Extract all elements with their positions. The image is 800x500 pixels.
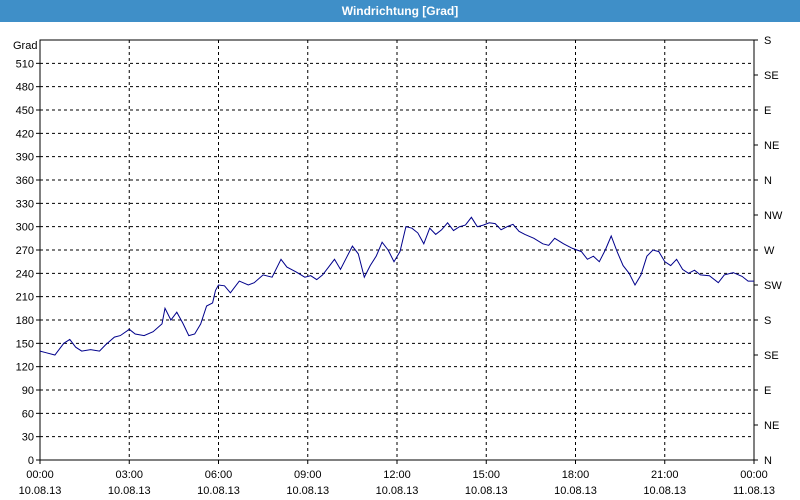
x-tick-date: 10.08.13 — [286, 485, 329, 497]
y-tick-label: 90 — [22, 385, 34, 397]
y-tick-label: 0 — [28, 455, 34, 467]
y-tick-label: 300 — [16, 222, 34, 234]
right-tick-label: N — [764, 455, 772, 467]
x-axis: 00:00 10.08.13 03:00 10.08.13 06:00 10.08.13 0… — [19, 460, 775, 497]
x-tick-date: 10.08.13 — [197, 485, 240, 497]
y-tick-label: 30 — [22, 432, 34, 444]
right-tick-label: NE — [764, 140, 779, 152]
x-tick-time: 06:00 — [205, 469, 233, 481]
y-tick-label: 360 — [16, 175, 34, 187]
y-tick-label: 480 — [16, 82, 34, 94]
right-tick-label: SE — [764, 350, 779, 362]
right-tick-label: W — [764, 245, 775, 257]
y-tick-label: 60 — [22, 408, 34, 420]
right-tick-label: S — [764, 315, 771, 327]
y-tick-label: 150 — [16, 338, 34, 350]
y-tick-label: 210 — [16, 292, 34, 304]
y-tick-label: 270 — [16, 245, 34, 257]
right-tick-label: NE — [764, 420, 779, 432]
x-tick-time: 18:00 — [562, 469, 590, 481]
right-tick-label: SE — [764, 70, 779, 82]
grid-lines — [40, 40, 754, 460]
x-tick-date: 10.08.13 — [376, 485, 419, 497]
x-tick-date: 10.08.13 — [554, 485, 597, 497]
y-axis: 0 30 60 90 120 150 180 210 240 270 300 330 360 390 420… — [16, 58, 40, 467]
x-tick-time: 12:00 — [383, 469, 411, 481]
y-tick-label: 240 — [16, 268, 34, 280]
y-tick-label: 180 — [16, 315, 34, 327]
y-tick-label: 420 — [16, 128, 34, 140]
y-axis-label: Grad — [13, 40, 37, 52]
right-tick-label: E — [764, 385, 771, 397]
y-tick-label: 390 — [16, 152, 34, 164]
x-tick-date: 10.08.13 — [19, 485, 62, 497]
y-tick-label: 510 — [16, 58, 34, 70]
right-tick-label: S — [764, 35, 771, 47]
right-tick-label: E — [764, 105, 771, 117]
wind-direction-chart: Grad 0 30 60 90 120 150 180 210 240 270 300 330 360 3… — [13, 35, 783, 497]
x-tick-time: 00:00 — [26, 469, 54, 481]
x-tick-date: 10.08.13 — [108, 485, 151, 497]
y-tick-label: 450 — [16, 105, 34, 117]
x-tick-date: 11.08.13 — [733, 485, 775, 497]
x-tick-time: 15:00 — [472, 469, 500, 481]
x-tick-date: 10.08.13 — [643, 485, 686, 497]
x-tick-time: 00:00 — [740, 469, 768, 481]
y-tick-label: 120 — [16, 362, 34, 374]
series-line — [39, 216, 754, 356]
chart-title: Windrichtung [Grad] — [0, 0, 800, 22]
right-axis: N NE E SE S SW W NW N NE E SE S — [754, 35, 783, 467]
y-tick-label: 330 — [16, 198, 34, 210]
right-tick-label: SW — [764, 280, 782, 292]
x-tick-date: 10.08.13 — [465, 485, 508, 497]
right-tick-label: N — [764, 175, 772, 187]
x-tick-time: 21:00 — [651, 469, 679, 481]
right-tick-label: NW — [764, 210, 783, 222]
x-tick-time: 09:00 — [294, 469, 322, 481]
x-tick-time: 03:00 — [115, 469, 143, 481]
